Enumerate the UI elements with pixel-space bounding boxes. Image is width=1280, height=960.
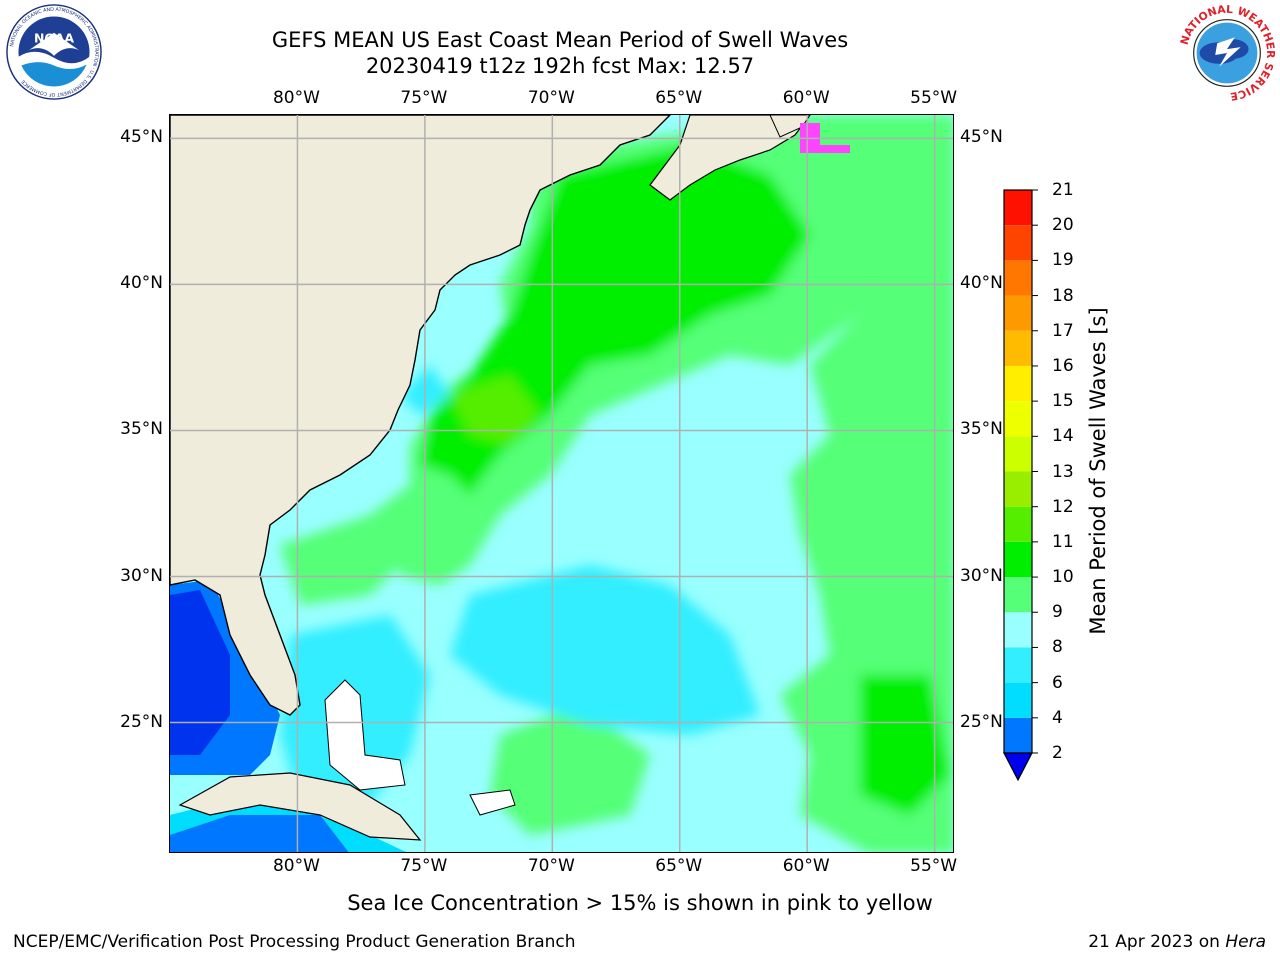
nws-logo: NATIONAL WEATHER SERVICE bbox=[1178, 4, 1276, 102]
field-gulf-deep bbox=[170, 590, 230, 755]
colorbar-extend-arrow bbox=[1003, 752, 1033, 782]
lon-label-top: 80°W bbox=[272, 88, 320, 108]
graticule bbox=[170, 115, 953, 852]
lat-label-left: 25°N bbox=[120, 711, 163, 732]
colorbar-tick-label: 14 bbox=[1052, 426, 1074, 447]
lat-label-right: 25°N bbox=[960, 711, 1003, 732]
colorbar-tick-label: 13 bbox=[1052, 461, 1074, 482]
swell-period-map bbox=[170, 115, 953, 852]
colorbar bbox=[1003, 189, 1038, 782]
field-11-12 bbox=[450, 375, 540, 445]
colorbar-swatch bbox=[1004, 506, 1032, 542]
lon-label-top: 65°W bbox=[655, 88, 703, 108]
land-hispaniola bbox=[469, 789, 516, 816]
colorbar-tick-label: 6 bbox=[1052, 672, 1063, 693]
colorbar-swatch bbox=[1004, 717, 1032, 753]
lon-label-bottom: 55°W bbox=[910, 856, 958, 876]
colorbar-tick-label: 9 bbox=[1052, 602, 1063, 623]
map-panel bbox=[169, 114, 954, 853]
colorbar-tick-label: 10 bbox=[1052, 567, 1074, 588]
colorbar-title: Mean Period of Swell Waves [s] bbox=[1086, 307, 1110, 635]
colorbar-tick-label: 20 bbox=[1052, 215, 1074, 236]
noaa-logo-text: NOAA bbox=[34, 30, 74, 45]
lon-label-bottom: 65°W bbox=[655, 856, 703, 876]
chart-subtitle: 20230419 t12z 192h fcst Max: 12.57 bbox=[365, 54, 755, 78]
lon-label-top: 55°W bbox=[910, 88, 958, 108]
lon-label-top: 70°W bbox=[527, 88, 575, 108]
colorbar-swatch bbox=[1004, 365, 1032, 402]
lat-label-right: 45°N bbox=[960, 127, 1003, 148]
lat-label-left: 40°N bbox=[120, 273, 163, 294]
colorbar-swatch bbox=[1004, 190, 1032, 226]
colorbar-tick-label: 4 bbox=[1052, 707, 1063, 728]
colorbar-swatch bbox=[1004, 682, 1032, 718]
colorbar-swatch bbox=[1004, 225, 1032, 261]
colorbar-swatch bbox=[1004, 330, 1032, 366]
footer-host: Hera bbox=[1225, 932, 1266, 952]
colorbar-swatch bbox=[1004, 260, 1032, 296]
lat-label-left: 30°N bbox=[120, 565, 163, 586]
colorbar-tick-label: 17 bbox=[1052, 320, 1074, 341]
lon-label-bottom: 60°W bbox=[782, 856, 830, 876]
colorbar-swatch bbox=[1004, 471, 1032, 507]
field-8-9-central bbox=[450, 565, 760, 735]
land-cuba bbox=[178, 772, 422, 841]
colorbar-tick-label: 16 bbox=[1052, 355, 1074, 376]
colorbar-tick-label: 12 bbox=[1052, 496, 1074, 517]
colorbar-swatch bbox=[1004, 401, 1032, 437]
colorbar-tick-label: 11 bbox=[1052, 531, 1074, 552]
chart-title: GEFS MEAN US East Coast Mean Period of S… bbox=[271, 28, 849, 52]
colorbar-swatch bbox=[1004, 612, 1032, 648]
colorbar-tick-label: 2 bbox=[1052, 743, 1063, 763]
lon-label-bottom: 80°W bbox=[272, 856, 320, 876]
footer-branch: NCEP/EMC/Verification Post Processing Pr… bbox=[13, 932, 576, 952]
lon-label-bottom: 75°W bbox=[400, 856, 448, 876]
sea-ice-footnote: Sea Ice Concentration > 15% is shown in … bbox=[347, 891, 933, 915]
field-9-10-south bbox=[490, 705, 650, 835]
field-caribbean-blue bbox=[170, 815, 349, 852]
colorbar-swatch bbox=[1004, 577, 1032, 613]
footer-date: 21 Apr 2023 on Hera bbox=[1088, 932, 1266, 952]
colorbar-tick-label: 18 bbox=[1052, 285, 1074, 306]
field-9-10-east bbox=[780, 115, 953, 852]
lon-label-bottom: 70°W bbox=[527, 856, 575, 876]
lon-label-top: 60°W bbox=[782, 88, 830, 108]
colorbar-tick-label: 15 bbox=[1052, 391, 1074, 412]
noaa-logo: NOAA NATIONAL OCEANIC AND ATMOSPHERIC AD… bbox=[6, 4, 102, 100]
colorbar-swatch bbox=[1004, 295, 1032, 331]
colorbar-tick-label: 8 bbox=[1052, 637, 1063, 658]
lon-label-top: 75°W bbox=[400, 88, 448, 108]
lat-label-right: 40°N bbox=[960, 273, 1003, 294]
field-10-11-east bbox=[860, 675, 950, 815]
colorbar-tick-label: 21 bbox=[1052, 180, 1074, 200]
colorbar-swatch bbox=[1004, 436, 1032, 472]
land-nova-scotia bbox=[649, 115, 811, 201]
lat-label-left: 35°N bbox=[120, 419, 163, 440]
colorbar-swatch bbox=[1004, 647, 1032, 683]
lat-label-right: 35°N bbox=[960, 419, 1003, 440]
lat-label-right: 30°N bbox=[960, 565, 1003, 586]
land-bahamas-bank bbox=[324, 679, 406, 791]
colorbar-swatch bbox=[1004, 541, 1032, 578]
swell-fields bbox=[280, 115, 953, 852]
colorbar-tick-label: 19 bbox=[1052, 250, 1074, 271]
lat-label-left: 45°N bbox=[120, 127, 163, 148]
field-9-10-coastal bbox=[280, 515, 410, 605]
sea-ice bbox=[800, 123, 850, 153]
